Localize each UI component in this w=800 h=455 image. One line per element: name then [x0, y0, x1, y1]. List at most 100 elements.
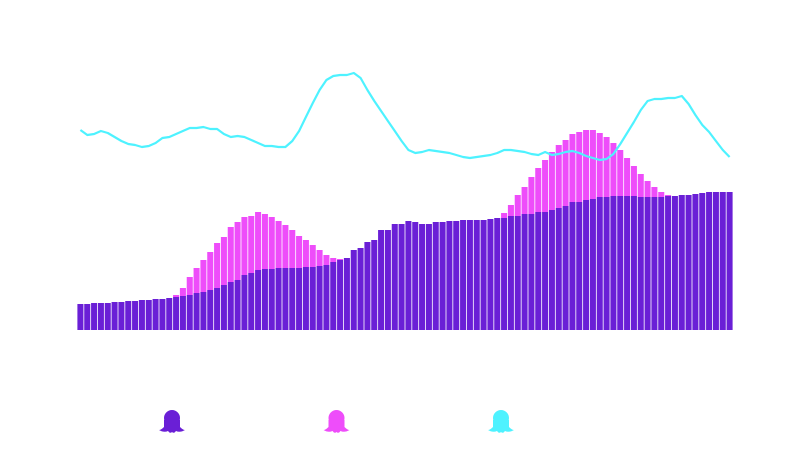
bar — [179, 288, 186, 296]
bar — [152, 299, 159, 330]
bar — [487, 219, 494, 330]
bar — [596, 133, 603, 197]
bar — [706, 192, 713, 330]
bar — [610, 143, 617, 196]
bar — [617, 150, 624, 196]
bar — [193, 268, 200, 293]
bar — [275, 221, 282, 268]
bar — [357, 248, 364, 330]
bar — [630, 166, 637, 196]
bar — [514, 216, 521, 330]
bar — [555, 208, 562, 330]
bar — [282, 225, 289, 268]
bar — [542, 212, 549, 330]
bar — [200, 260, 207, 292]
bar — [692, 194, 699, 330]
bar — [220, 237, 227, 285]
bar — [179, 296, 186, 330]
bar — [186, 295, 193, 330]
bar — [651, 187, 658, 197]
bar — [84, 304, 91, 330]
legend-icon — [159, 410, 185, 433]
bar — [91, 303, 98, 330]
legend-icon — [323, 410, 350, 433]
bar — [439, 222, 446, 330]
bar — [289, 268, 296, 330]
bar — [466, 220, 473, 330]
bar — [521, 214, 528, 330]
bar — [261, 214, 268, 269]
bar — [241, 217, 248, 275]
bar — [569, 134, 576, 202]
bar — [77, 304, 84, 330]
bar — [507, 216, 514, 330]
legend-icon-body — [323, 420, 350, 433]
bar — [330, 262, 337, 330]
bar — [596, 197, 603, 330]
bar — [186, 277, 193, 295]
bar — [651, 197, 658, 330]
bar — [726, 192, 733, 330]
bar — [241, 275, 248, 330]
bar — [685, 195, 692, 330]
bar — [234, 280, 241, 330]
bar — [589, 199, 596, 330]
bar — [97, 303, 104, 330]
bar — [446, 221, 453, 330]
bar — [514, 195, 521, 216]
bar — [501, 218, 508, 330]
bar — [214, 243, 221, 288]
bar — [617, 196, 624, 330]
bar — [671, 196, 678, 330]
legend-icon-body — [159, 420, 185, 433]
bar — [569, 202, 576, 330]
legend-icon-body — [488, 420, 514, 433]
bar — [296, 268, 303, 330]
bar — [480, 220, 487, 330]
bar — [521, 187, 528, 214]
bar — [548, 210, 555, 330]
bar — [603, 137, 610, 197]
bar — [173, 297, 180, 330]
bar — [282, 268, 289, 330]
bar — [507, 205, 514, 216]
bar — [562, 140, 569, 206]
bar — [453, 221, 460, 330]
bar — [248, 216, 255, 273]
bar — [316, 266, 323, 330]
bar — [494, 218, 501, 330]
bar — [104, 303, 111, 330]
bar — [712, 192, 719, 330]
bar — [562, 206, 569, 330]
bar — [624, 196, 631, 330]
bar — [535, 168, 542, 212]
bar — [630, 196, 637, 330]
bar — [302, 240, 309, 267]
bar — [275, 268, 282, 330]
bar — [337, 259, 344, 260]
bar — [111, 302, 118, 330]
bar — [309, 267, 316, 330]
legend-icon — [488, 410, 514, 433]
bar — [227, 282, 234, 330]
bar — [337, 260, 344, 330]
bar — [658, 192, 665, 197]
bar — [323, 265, 330, 330]
line — [79, 71, 731, 162]
bar — [576, 202, 583, 330]
bar — [658, 197, 665, 330]
bar — [193, 293, 200, 330]
bar — [316, 250, 323, 266]
bar — [364, 242, 371, 330]
bar — [583, 200, 590, 330]
bar — [665, 196, 672, 330]
bar — [419, 224, 426, 330]
bar — [296, 236, 303, 268]
bar — [207, 290, 214, 330]
bar — [159, 299, 166, 330]
bar — [589, 130, 596, 199]
bar — [268, 217, 275, 269]
bar — [460, 220, 467, 330]
bar — [378, 230, 385, 330]
